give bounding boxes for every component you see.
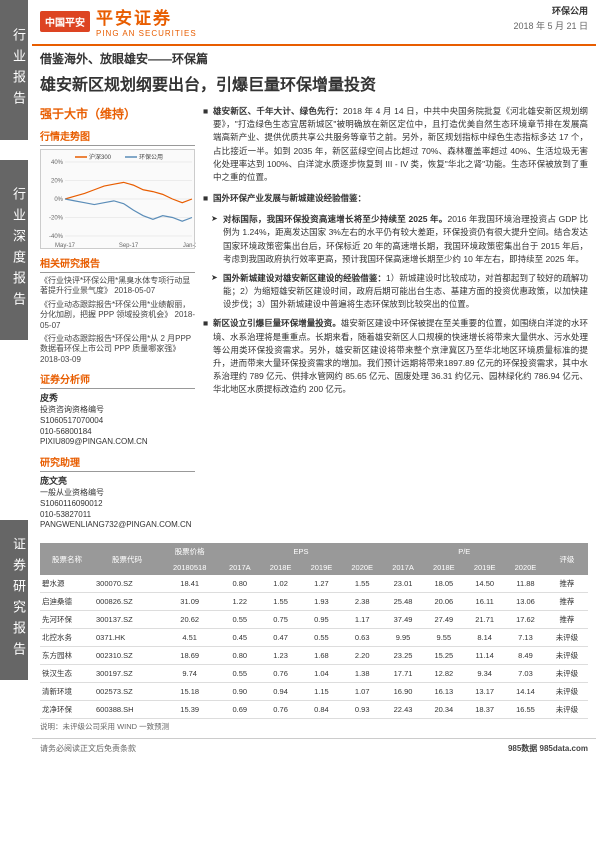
bullet-3: 新区设立引爆巨量环保增量投资。雄安新区建设中环保被提在至关重要的位置，如围绕白洋… [203, 317, 588, 396]
table-row: 清新环境002573.SZ15.180.900.941.151.0716.901… [40, 683, 588, 701]
page-footer: 请务必阅读正文后免责条款 985数据 985data.com [32, 738, 596, 758]
sub-bullet-2a: 对标国际，我国环保投资高速增长将至少持续至 2025 年。2016 年我国环境治… [203, 213, 588, 266]
assistant-heading: 研究助理 [40, 454, 195, 472]
footer-left: 请务必阅读正文后免责条款 [40, 743, 136, 754]
subtitle: 借鉴海外、放眼雄安——环保篇 [40, 50, 588, 67]
table-row: 东方园林002310.SZ18.690.801.231.682.2023.251… [40, 647, 588, 665]
bullet-1: 雄安新区、千年大计、绿色先行：2018 年 4 月 14 日，中共中央国务院批复… [203, 105, 588, 184]
footer-right: 985数据 985data.com [508, 743, 588, 754]
svg-text:-20%: -20% [49, 216, 64, 222]
analyst-name: 庞文亮 [40, 476, 67, 486]
bullet-2: 国外环保产业发展与新城建设经验借鉴： [203, 192, 588, 205]
report-date: 2018 年 5 月 21 日 [513, 19, 588, 32]
logo-text-cn: 平安证券 [96, 4, 197, 29]
right-column: 雄安新区、千年大计、绿色先行：2018 年 4 月 14 日，中共中央国务院批复… [203, 105, 588, 533]
stock-table: 股票名称股票代码股票价格EPSP/E评级201805182017A2018E20… [40, 543, 588, 719]
logo-pingan-red: 中国平安 [40, 11, 90, 32]
left-column: 强于大市（维持） 行情走势图 -40% -20% 0% 20% 40% May-17 Sep… [40, 105, 195, 533]
svg-text:Sep-17: Sep-17 [119, 243, 139, 249]
table-row: 北控水务0371.HK4.510.450.470.550.639.959.558… [40, 629, 588, 647]
svg-text:0%: 0% [54, 197, 63, 203]
logo-area: 中国平安 平安证券 PING AN SECURITIES [40, 4, 197, 38]
sidebar-label-3: 证券研究报告 [0, 520, 28, 680]
sidebar-label-1: 行业报告 [0, 0, 28, 140]
title-area: 借鉴海外、放眼雄安——环保篇 雄安新区规划纲要出台，引爆巨量环保增量投资 [32, 46, 596, 101]
sidebar-label-2: 行业深度报告 [0, 160, 28, 340]
analyst-name: 皮秀 [40, 393, 58, 403]
report-item: 《行业快评*环保公用*黑臭水体专项行动显著提升行业景气度》 2018-05-07 [40, 276, 195, 297]
analyst-1: 皮秀 投资咨询资格编号S1060517070004010-56800184PIX… [40, 392, 195, 448]
chart-heading: 行情走势图 [40, 128, 195, 146]
page-header: 中国平安 平安证券 PING AN SECURITIES 环保公用 2018 年… [32, 0, 596, 46]
svg-text:Jan-18: Jan-18 [183, 243, 196, 249]
svg-text:环保公用: 环保公用 [139, 153, 163, 161]
table-row: 龙净环保600388.SH15.390.690.760.840.9322.432… [40, 701, 588, 719]
svg-text:-40%: -40% [49, 234, 64, 240]
svg-text:40%: 40% [51, 160, 64, 166]
sub-bullet-2b: 国外新城建设对雄安新区建设的经验借鉴：1）新城建设时比较成功，对首都起到了较好的… [203, 272, 588, 312]
table-row: 碧水源300070.SZ18.410.801.021.271.5523.0118… [40, 575, 588, 593]
svg-text:沪深300: 沪深300 [89, 153, 112, 161]
trend-chart: -40% -20% 0% 20% 40% May-17 Sep-17 Jan-18 沪深300 环… [40, 149, 195, 249]
main-title: 雄安新区规划纲要出台，引爆巨量环保增量投资 [40, 71, 588, 95]
reports-heading: 相关研究报告 [40, 255, 195, 273]
report-item: 《行业动态跟踪报告*环保公用*从 2 月PPP 数据看环保上市公司 PPP 质量… [40, 334, 195, 365]
report-item: 《行业动态跟踪报告*环保公用*业绩靓丽，分化加剧，把握 PPP 领域投资机会》 … [40, 300, 195, 331]
table-row: 铁汉生态300197.SZ9.740.550.761.041.3817.7112… [40, 665, 588, 683]
table-note: 说明：未评级公司采用 WIND 一致预测 [40, 721, 588, 732]
report-category: 环保公用 [513, 4, 588, 17]
rating: 强于大市（维持） [40, 105, 195, 122]
reports-list: 《行业快评*环保公用*黑臭水体专项行动显著提升行业景气度》 2018-05-07… [40, 276, 195, 365]
svg-text:20%: 20% [51, 179, 64, 185]
analyst-2: 庞文亮 一般从业资格编号S1060116090012010-53827011PA… [40, 475, 195, 531]
table-row: 启迪桑德000826.SZ31.091.221.551.932.3825.482… [40, 593, 588, 611]
table-row: 先河环保300137.SZ20.620.550.750.951.1737.492… [40, 611, 588, 629]
logo-text-en: PING AN SECURITIES [96, 29, 197, 38]
analyst-heading: 证券分析师 [40, 371, 195, 389]
stock-table-wrap: 股票名称股票代码股票价格EPSP/E评级201805182017A2018E20… [32, 541, 596, 738]
svg-text:May-17: May-17 [55, 243, 76, 249]
